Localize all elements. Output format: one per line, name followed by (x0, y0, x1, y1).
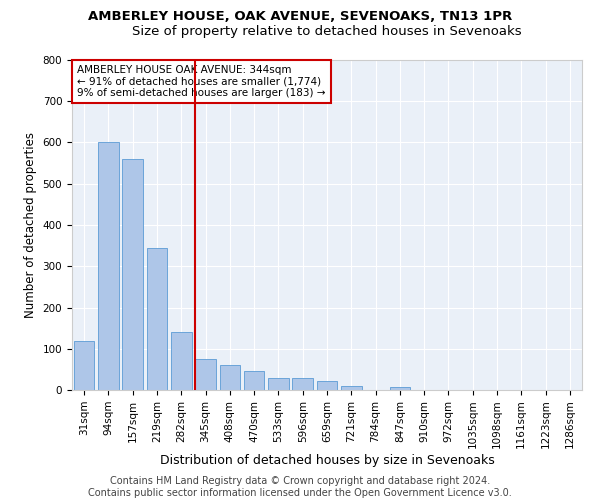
Bar (292, 378, 313, 390)
Bar (268, 378, 289, 390)
Text: AMBERLEY HOUSE OAK AVENUE: 344sqm
← 91% of detached houses are smaller (1,774)
9: AMBERLEY HOUSE OAK AVENUE: 344sqm ← 91% … (77, 65, 326, 98)
Bar (171, 332, 191, 390)
Bar (341, 386, 362, 390)
Text: Contains HM Land Registry data © Crown copyright and database right 2024.
Contai: Contains HM Land Registry data © Crown c… (88, 476, 512, 498)
Text: AMBERLEY HOUSE, OAK AVENUE, SEVENOAKS, TN13 1PR: AMBERLEY HOUSE, OAK AVENUE, SEVENOAKS, T… (88, 10, 512, 23)
Bar (74, 340, 94, 390)
Bar (195, 359, 216, 390)
Bar (244, 372, 265, 390)
Bar (317, 381, 337, 390)
Bar (389, 386, 410, 390)
X-axis label: Distribution of detached houses by size in Sevenoaks: Distribution of detached houses by size … (160, 454, 494, 467)
Bar (146, 248, 167, 390)
Bar (220, 365, 240, 390)
Y-axis label: Number of detached properties: Number of detached properties (24, 132, 37, 318)
Bar (98, 142, 119, 390)
Bar (122, 159, 143, 390)
Title: Size of property relative to detached houses in Sevenoaks: Size of property relative to detached ho… (132, 25, 522, 38)
